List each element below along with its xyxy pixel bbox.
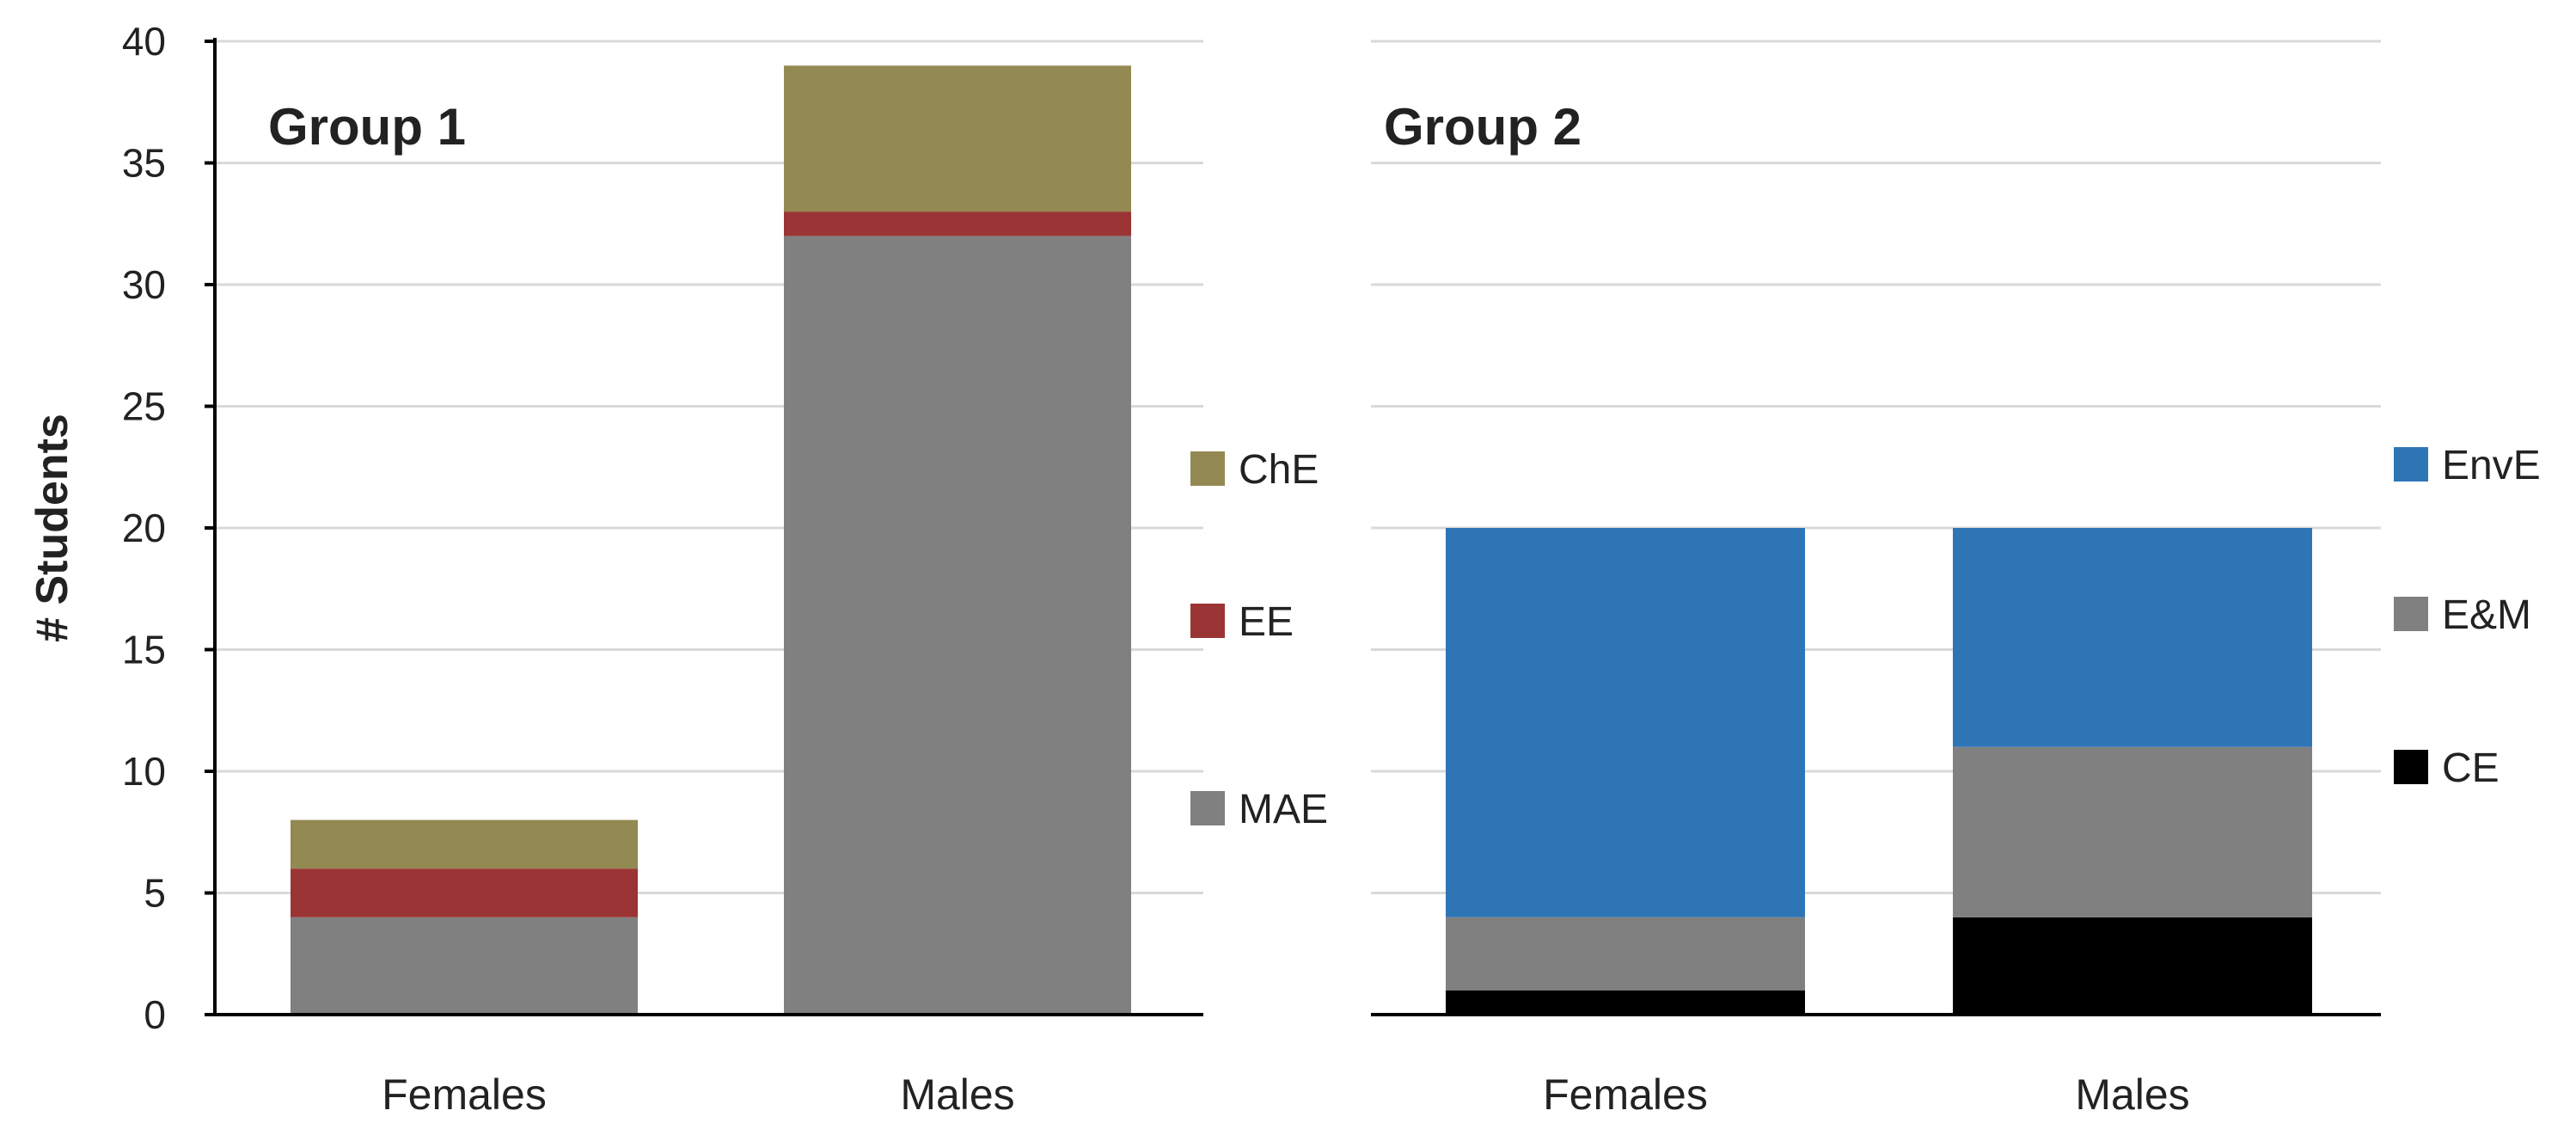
- legend-label-mae: MAE: [1239, 787, 1328, 832]
- bar-2-males-enve: [1953, 528, 2312, 747]
- bar-2-females-em: [1446, 917, 1805, 991]
- legend-swatch-em: [2394, 597, 2428, 631]
- legend-label-ee: EE: [1239, 599, 1294, 645]
- legend-swatch-enve: [2394, 447, 2428, 482]
- y-tick-label-35: 35: [122, 141, 166, 186]
- legend-swatch-ee: [1190, 604, 1225, 638]
- legend-label-che: ChE: [1239, 447, 1319, 493]
- category-label-2-males: Males: [2075, 1071, 2189, 1119]
- bar-1-females-mae: [291, 917, 638, 1015]
- bar-1-females-ee: [291, 868, 638, 917]
- bar-2-females-ce: [1446, 990, 1805, 1015]
- bar-2-males-ce: [1953, 917, 2312, 1015]
- legend-label-em: E&M: [2442, 592, 2531, 638]
- y-tick-label-40: 40: [122, 19, 166, 64]
- bar-2-females-enve: [1446, 528, 1805, 917]
- bar-1-males-mae: [784, 236, 1131, 1015]
- bar-1-males-ee: [784, 212, 1131, 236]
- y-tick-label-30: 30: [122, 262, 166, 307]
- legend-swatch-che: [1190, 451, 1225, 486]
- category-label-2-females: Females: [1543, 1071, 1708, 1119]
- panel-title-2: Group 2: [1384, 98, 1582, 156]
- y-tick-label-5: 5: [144, 871, 166, 916]
- legend-swatch-mae: [1190, 791, 1225, 825]
- category-label-1-females: Females: [382, 1071, 547, 1119]
- bar-1-males-che: [784, 65, 1131, 212]
- category-label-1-males: Males: [900, 1071, 1014, 1119]
- y-tick-label-20: 20: [122, 506, 166, 550]
- legend-label-ce: CE: [2442, 745, 2500, 791]
- y-tick-label-0: 0: [144, 992, 166, 1037]
- bar-1-females-che: [291, 819, 638, 869]
- y-tick-label-25: 25: [122, 384, 166, 429]
- panel-title-1: Group 1: [268, 98, 466, 156]
- legend-swatch-ce: [2394, 750, 2428, 784]
- y-tick-label-10: 10: [122, 749, 166, 794]
- y-tick-label-15: 15: [122, 628, 166, 672]
- legend-label-enve: EnvE: [2442, 443, 2541, 488]
- y-axis-label: # Students: [28, 414, 77, 642]
- bar-2-males-em: [1953, 746, 2312, 917]
